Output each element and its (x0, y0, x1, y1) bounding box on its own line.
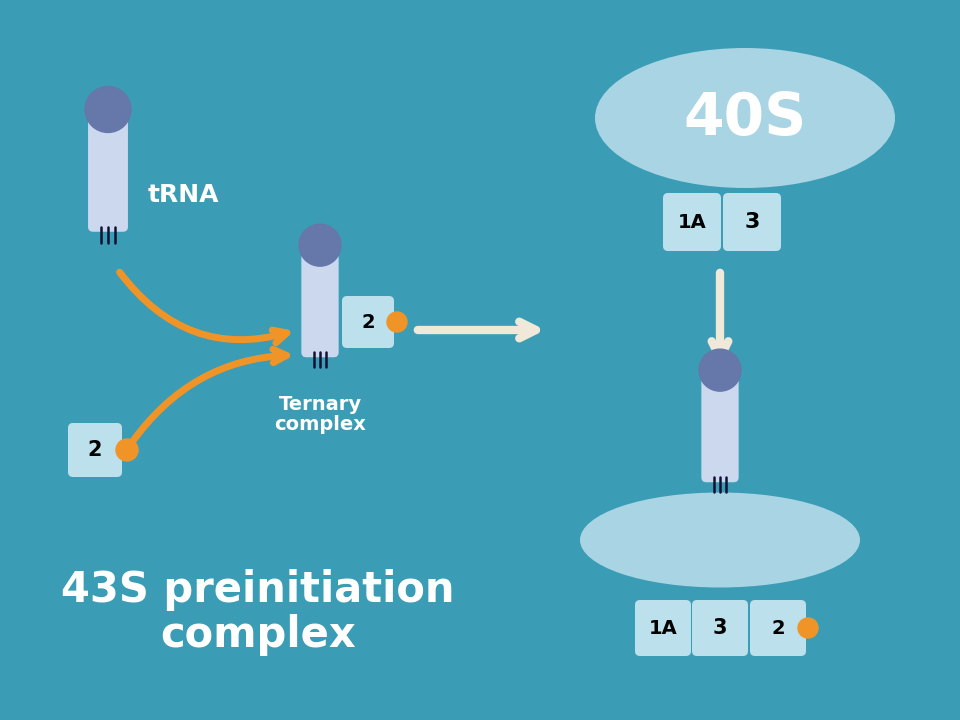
Text: Ternary: Ternary (278, 395, 362, 415)
Text: 3: 3 (712, 618, 728, 638)
FancyBboxPatch shape (301, 253, 339, 357)
Text: 43S preinitiation: 43S preinitiation (61, 569, 455, 611)
FancyBboxPatch shape (702, 378, 738, 482)
Circle shape (116, 439, 138, 461)
Text: 2: 2 (87, 440, 103, 460)
FancyBboxPatch shape (635, 600, 691, 656)
Ellipse shape (580, 492, 860, 588)
Circle shape (299, 224, 341, 266)
Ellipse shape (595, 48, 895, 188)
Circle shape (85, 86, 131, 132)
FancyBboxPatch shape (723, 193, 781, 251)
FancyBboxPatch shape (692, 600, 748, 656)
Circle shape (798, 618, 818, 638)
Text: 3: 3 (744, 212, 759, 232)
FancyBboxPatch shape (88, 118, 128, 232)
Text: 40S: 40S (684, 89, 806, 146)
Text: complex: complex (160, 614, 356, 656)
FancyBboxPatch shape (342, 296, 394, 348)
FancyBboxPatch shape (68, 423, 122, 477)
Text: 2: 2 (361, 312, 374, 331)
Text: 1A: 1A (649, 618, 678, 637)
Text: complex: complex (274, 415, 366, 434)
Text: tRNA: tRNA (148, 183, 220, 207)
Circle shape (699, 349, 741, 391)
Text: 1A: 1A (678, 212, 707, 232)
FancyBboxPatch shape (750, 600, 806, 656)
FancyBboxPatch shape (663, 193, 721, 251)
Circle shape (387, 312, 407, 332)
Text: 2: 2 (771, 618, 785, 637)
